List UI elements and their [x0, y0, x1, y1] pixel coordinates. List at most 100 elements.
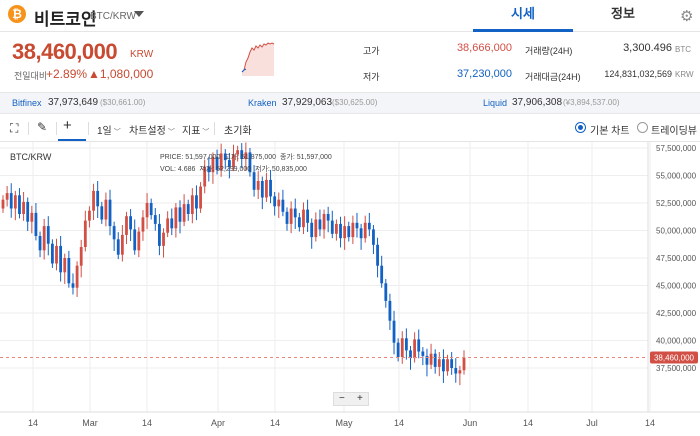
candle-body: [359, 228, 363, 239]
candle-body: [306, 209, 309, 223]
interval-select[interactable]: 1일 ﹀: [97, 122, 121, 137]
tradingview-radio[interactable]: [637, 122, 648, 133]
candle-body: [355, 222, 359, 229]
candle-body: [125, 216, 128, 235]
bitcoin-logo-icon: ₿: [8, 5, 26, 23]
info-close: 51,597,000: [296, 154, 332, 161]
high-value: 38,666,000: [456, 42, 512, 54]
info-price-label: PRICE:: [160, 154, 184, 161]
candle-body: [195, 195, 198, 209]
candle-body: [13, 195, 17, 209]
candle-body: [437, 359, 441, 367]
info-vol-label: VOL:: [160, 166, 176, 173]
candle-body: [413, 339, 417, 359]
candle-body: [88, 210, 91, 221]
candle-body: [347, 226, 351, 238]
candle-body: [335, 223, 338, 234]
candle-body: [380, 265, 384, 284]
candle-body: [433, 353, 437, 367]
candle-body: [137, 231, 141, 251]
exchange-name[interactable]: Kraken: [248, 98, 277, 108]
candle-body: [310, 222, 314, 238]
low-label: 저가: [363, 72, 380, 82]
exchange-name[interactable]: Bitfinex: [12, 98, 42, 108]
basic-chart-radio[interactable]: [575, 122, 586, 133]
candle-body: [318, 219, 322, 230]
indicators-label: 지표: [182, 126, 201, 137]
candle-body: [18, 195, 21, 214]
chevron-down-icon: ﹀: [167, 129, 175, 136]
exchange-usd: (¥3,894,537.00): [563, 98, 620, 107]
candle-body: [129, 216, 132, 230]
candlestick-chart[interactable]: 57,500,000 55,000,000 52,500,000 50,000,000…: [0, 142, 700, 436]
fullscreen-icon[interactable]: ⛶: [10, 121, 19, 135]
x-tick-label: 14: [523, 418, 533, 428]
pencil-icon[interactable]: ✎: [37, 120, 48, 134]
candle-body: [330, 220, 334, 234]
x-tick-label: Apr: [211, 418, 225, 428]
candle-body: [34, 212, 38, 236]
gear-icon[interactable]: ⚙: [680, 8, 694, 25]
y-tick-label: 47,500,000: [656, 254, 697, 263]
candle-body: [166, 218, 170, 233]
candle-body: [384, 283, 388, 301]
volume-value: 3,300.496: [623, 42, 672, 54]
zoom-in-button[interactable]: +: [357, 393, 363, 404]
candle-body: [289, 208, 293, 224]
candle-body: [199, 186, 202, 209]
candle-body: [277, 199, 281, 207]
candle-body: [55, 245, 58, 264]
candle-body: [149, 203, 153, 216]
candle-body: [22, 201, 25, 214]
candle-body: [211, 156, 215, 173]
candle-body: [203, 166, 207, 187]
amount-value: 124,831,032,569: [604, 69, 672, 79]
change-label: 전일대비: [14, 71, 48, 81]
high-label: 고가: [363, 46, 380, 56]
tab-info[interactable]: 정보: [611, 6, 635, 21]
exchange-price-row: Bitfinex 37,973,649 ($30,661.00) Kraken …: [0, 92, 700, 114]
crosshair-icon[interactable]: +: [63, 117, 72, 134]
candle-body: [376, 244, 379, 266]
candle-body: [1, 199, 5, 209]
exchange-price: 37,973,649: [48, 97, 99, 108]
candle-body: [71, 283, 75, 288]
chart-settings-label: 차트설정: [129, 126, 166, 137]
y-tick-label: 55,000,000: [656, 172, 697, 181]
y-tick-label: 42,500,000: [656, 309, 697, 318]
basic-chart-label[interactable]: 기본 차트: [590, 126, 630, 137]
info-low: 52,299,000: [216, 166, 252, 173]
exchange-name[interactable]: Liquid: [483, 98, 508, 108]
candle-body: [351, 222, 355, 238]
indicators-select[interactable]: 지표 ﹀: [182, 122, 209, 137]
candle-body: [236, 150, 240, 155]
tradingview-label[interactable]: 트레이딩뷰: [651, 126, 697, 137]
zoom-out-button[interactable]: −: [339, 393, 345, 404]
change-percent: +2.89%: [46, 67, 88, 81]
candle-body: [462, 357, 466, 371]
current-price-tag: [650, 351, 698, 364]
coin-pair: BTC/KRW: [90, 11, 136, 22]
y-tick-label: 52,500,000: [656, 199, 697, 208]
candle-body: [59, 245, 63, 273]
info-vol: 4.686: [177, 166, 196, 173]
info-low2-label: 저가:: [255, 166, 270, 173]
coin-dropdown-chevron-icon[interactable]: [134, 11, 144, 17]
candle-body: [46, 226, 50, 244]
candle-body: [273, 196, 277, 207]
candle-body: [256, 181, 260, 190]
candle-body: [425, 355, 429, 365]
candle-body: [30, 212, 34, 222]
candle-body: [5, 193, 9, 200]
y-tick-label: 57,500,000: [656, 144, 697, 153]
x-tick-label: Mar: [82, 418, 98, 428]
info-high-label: 고가:: [224, 154, 240, 161]
candle-body: [446, 359, 449, 372]
candle-body: [100, 206, 104, 220]
candle-body: [429, 353, 433, 365]
chart-settings-select[interactable]: 차트설정 ﹀: [129, 122, 175, 137]
low-value: 37,230,000: [456, 68, 512, 80]
chevron-down-icon: ﹀: [113, 129, 121, 136]
reset-button[interactable]: 초기화: [224, 126, 252, 137]
tab-market[interactable]: 시세: [473, 0, 573, 32]
